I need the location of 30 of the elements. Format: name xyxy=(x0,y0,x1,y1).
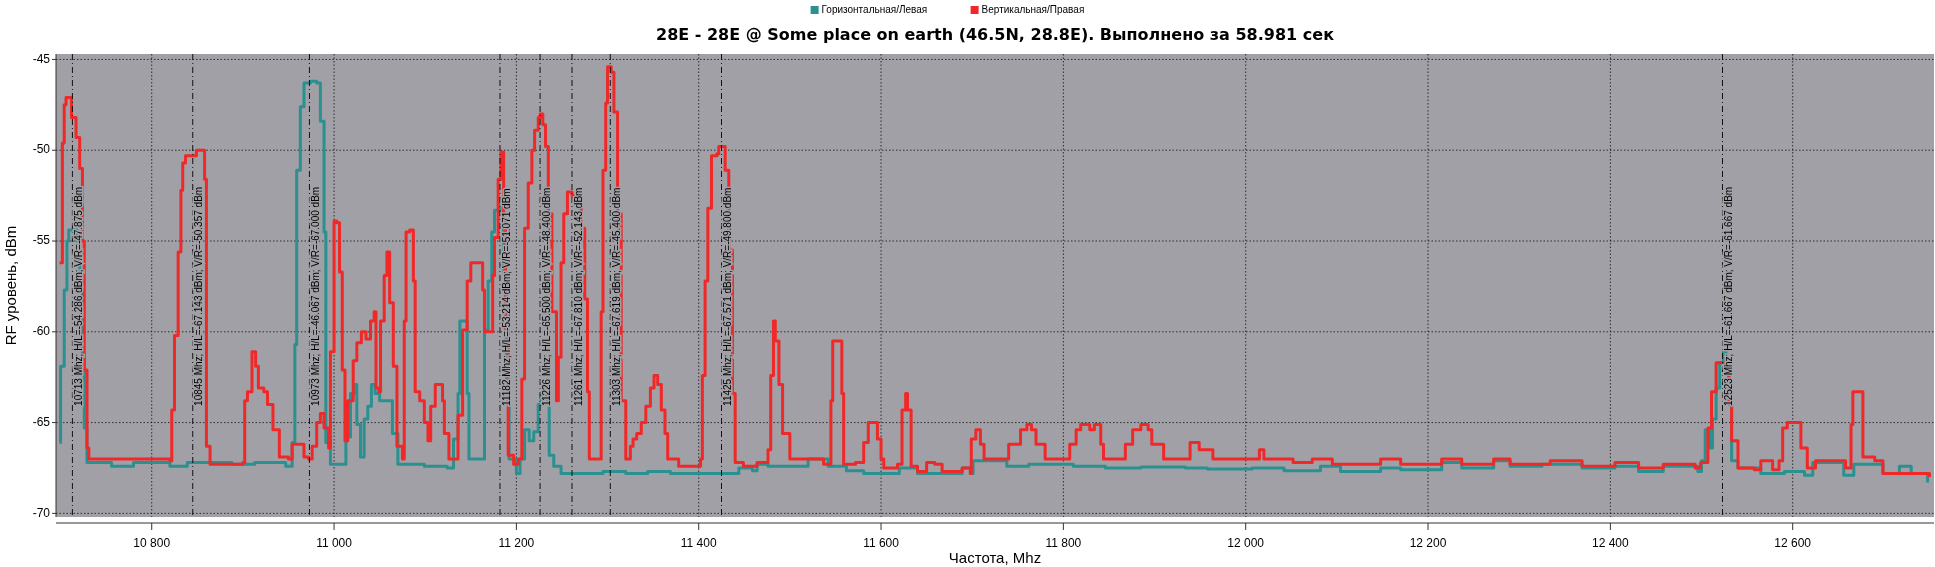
ref-line-label: 11182 Mhz; H/L=-53.214 dBm; V/R=-51.071 dBm xyxy=(500,188,512,406)
y-tick-label: -65 xyxy=(32,414,51,429)
ref-line-label: 11261 Mhz; H/L=-67.810 dBm; V/R=-52.143 dBm xyxy=(572,187,584,406)
y-tick-label: -50 xyxy=(32,142,51,157)
y-tick-label: -45 xyxy=(32,51,51,66)
chart-title: 28E - 28E @ Some place on earth (46.5N, 28.8E). Выполнено за 58.981 сек xyxy=(656,25,1335,44)
ref-line-label: 10973 Mhz; H/L=-46.067 dBm; V/R=-67.000 dBm xyxy=(310,186,322,406)
ref-line-label: 10845 Mhz; H/L=-67.143 dBm; V/R=-50.357 dBm xyxy=(193,186,205,406)
x-tick-label: 12 600 xyxy=(1774,536,1812,550)
ref-line-label: 10713 Mhz; H/L=-54.286 dBm; V/R=-47.875 dBm xyxy=(73,186,85,406)
x-tick-label: 11 600 xyxy=(863,536,900,550)
ref-line-label: 11303 Mhz; H/L=-67.619 dBm; V/R=-45.400 dBm xyxy=(610,187,622,406)
x-tick-label: 11 000 xyxy=(316,536,353,550)
x-tick-label: 12 200 xyxy=(1409,536,1447,550)
x-tick-label: 10 800 xyxy=(133,536,171,550)
y-tick-label: -55 xyxy=(32,233,51,248)
x-tick-label: 11 400 xyxy=(680,536,717,550)
y-tick-label: -70 xyxy=(32,505,51,520)
ref-line-label: 11425 Mhz; H/L=-67.571 dBm; V/R=-49.800 dBm xyxy=(722,187,734,406)
x-axis-title: Частота, Mhz xyxy=(948,549,1042,566)
x-tick-label: 11 200 xyxy=(498,536,535,550)
ref-line-label: 12523 Mhz; H/L=-61.667 dBm; V/R=-61.667 dBm xyxy=(1723,186,1735,406)
y-axis-title: RF уровень, dBm xyxy=(2,225,19,346)
x-tick-label: 12 000 xyxy=(1227,536,1265,550)
ref-line-label: 11226 Mhz; H/L=-65.500 dBm; V/R=-48.400 dBm xyxy=(540,187,552,406)
legend-label: Вертикальная/Правая xyxy=(981,3,1085,15)
x-tick-label: 12 400 xyxy=(1592,536,1630,550)
legend-label: Горизонтальная/Левая xyxy=(821,3,928,15)
y-tick-label: -60 xyxy=(32,323,51,338)
x-tick-label: 11 800 xyxy=(1045,536,1082,550)
